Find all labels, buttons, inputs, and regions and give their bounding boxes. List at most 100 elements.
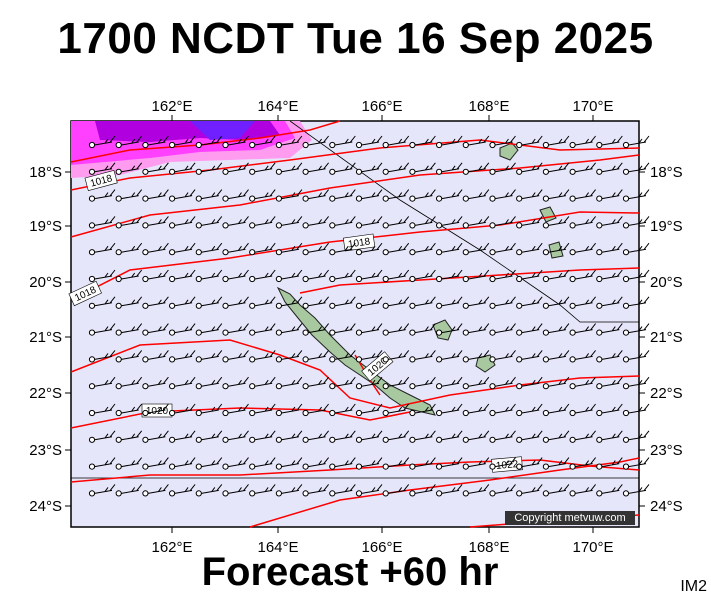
lat-label-left: 22°S [29,385,62,402]
wind-barb [516,376,543,390]
wind-barb [195,403,223,417]
wind-barb [622,457,650,470]
wind-barb [249,403,276,417]
lat-label-right: 23°S [650,442,683,459]
wind-barb [622,135,650,149]
wind-barb [195,323,223,336]
wind-barb [115,403,143,417]
wind-barb [596,162,623,175]
wind-barb [88,350,116,363]
wind-barb [569,296,596,309]
wind-barb [462,189,490,202]
wind-barb [302,430,329,443]
isobar-line [249,457,640,528]
wind-barb [409,135,436,149]
wind-barb [355,269,383,283]
wind-barb [596,350,623,363]
wind-barb [222,323,249,336]
wind-barb [382,162,410,175]
wind-barb [622,484,650,497]
wind-barb [249,189,276,202]
wind-barb [542,242,570,256]
wind-barb [436,457,463,470]
wind-barb [302,323,329,336]
wind-barb [489,296,516,309]
isobar-label: 1022 [496,459,520,472]
wind-barb [329,323,356,336]
wind-barb [329,376,356,390]
wind-barb [275,269,303,283]
wind-barb [462,457,490,470]
wind-barb [249,323,276,336]
wind-barb [275,376,303,390]
lat-label-right: 24°S [650,498,683,515]
wind-barb [569,216,596,229]
wind-barb [622,403,650,417]
wind-barb [195,376,223,390]
wind-barb [382,242,410,256]
isobar-line [70,139,640,191]
wind-barb [249,135,276,149]
wind-barb [115,162,143,175]
lat-label-right: 19°S [650,218,683,235]
wind-barb [195,350,223,363]
wind-barb [489,162,516,175]
wind-barb [115,242,143,256]
wind-barb [169,242,196,256]
wind-barb [516,403,543,417]
wind-barb [249,350,276,363]
wind-barb [329,403,356,417]
wind-barb [355,189,383,202]
lat-label-left: 24°S [29,498,62,515]
wind-barb [169,323,196,336]
wind-barb [569,376,596,390]
lon-label-bottom: 164°E [257,539,298,556]
lon-label-top: 168°E [468,98,509,115]
wind-barb [195,269,223,283]
wind-barb [542,323,570,336]
wind-barb [355,484,383,497]
wind-barb [169,269,196,283]
lon-label-top: 164°E [257,98,298,115]
isobar-line [70,120,341,163]
lon-label-top: 162°E [151,98,192,115]
wind-barb [542,162,570,175]
lat-label-right: 20°S [650,274,683,291]
wind-barb [462,216,490,229]
wind-barb [596,269,623,283]
wind-barb [275,457,303,470]
wind-barb [302,269,329,283]
wind-barb [436,403,463,417]
wind-barb [222,376,249,390]
wind-barb [436,242,463,256]
wind-barb [409,430,436,443]
wind-barb [249,269,276,283]
wind-barb [622,323,650,336]
wind-barb [436,376,463,390]
wind-barb [142,162,169,175]
wind-barb [596,430,623,443]
wind-barb [222,242,249,256]
wind-barb [329,216,356,229]
wind-barb [355,135,383,149]
wind-barb [355,403,383,417]
wind-barb [569,484,596,497]
wind-barb [489,376,516,390]
wind-barb [222,296,249,309]
wind-barb [142,269,169,283]
wind-barb [329,484,356,497]
wind-barb [302,350,329,363]
wind-barb [622,189,650,202]
wind-barb [409,350,436,363]
wind-barb [329,242,356,256]
wind-barb [88,216,116,229]
wind-barb [115,296,143,309]
vanuatu-island [548,241,564,259]
wind-barb [142,216,169,229]
wind-barb [516,242,543,256]
wind-barb [516,457,543,470]
wind-barb [142,242,169,256]
image-tag: IM2 [680,578,707,595]
axis-ticks [65,115,645,533]
